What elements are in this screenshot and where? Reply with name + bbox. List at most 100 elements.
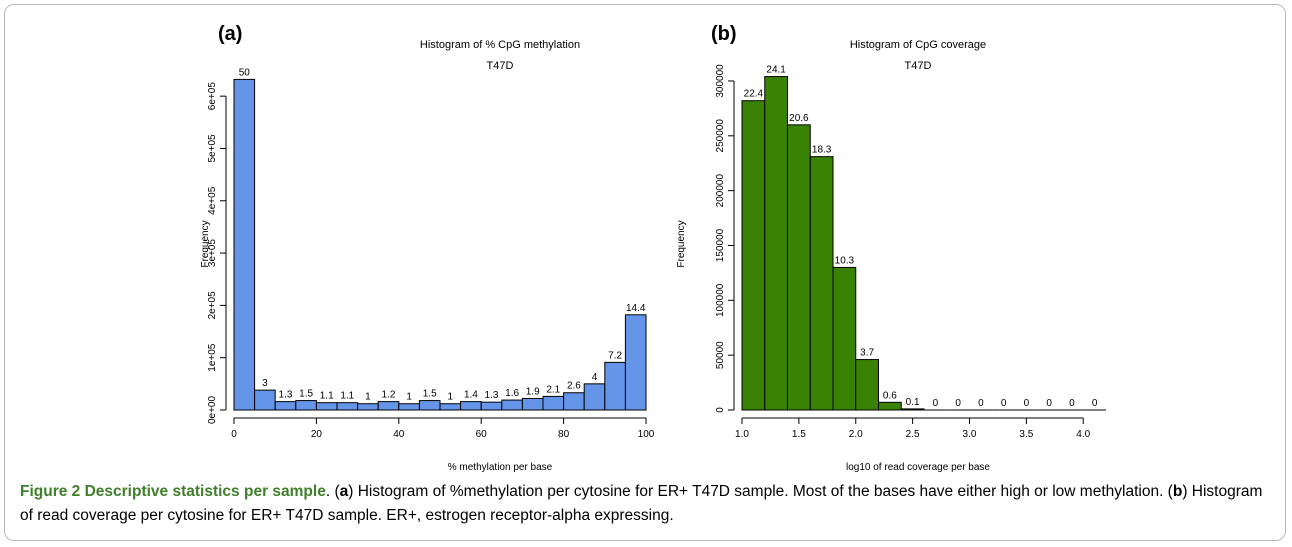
figure-frame <box>4 4 1286 541</box>
b-y-tick-label-1: 50000 <box>715 341 726 369</box>
a-x-tick-label-2: 40 <box>393 429 405 440</box>
b-bar-label-13: 0 <box>1046 398 1052 409</box>
panel-b-title: Histogram of CpG coverage <box>850 39 986 51</box>
b-bar-label-2: 20.6 <box>789 113 809 124</box>
a-y-tick-label-0: 0e+00 <box>207 396 218 425</box>
b-y-tick-label-4: 200000 <box>715 174 726 208</box>
b-y-tick-label-0: 0 <box>715 407 726 413</box>
b-bar-label-12: 0 <box>1024 398 1030 409</box>
a-bar-label-0: 50 <box>239 67 251 78</box>
a-x-tick-label-1: 20 <box>311 429 323 440</box>
a-bar-label-6: 1 <box>365 392 371 403</box>
a-bar-19 <box>624 314 647 411</box>
b-bar-label-5: 3.7 <box>860 348 874 359</box>
a-bar-4 <box>315 402 338 411</box>
a-bar-13 <box>501 399 523 411</box>
a-bar-10 <box>439 403 462 411</box>
a-bar-label-19: 14.4 <box>626 303 646 314</box>
panel-a-bar-labels: 50 3 1.3 1.5 1.1 1.1 1 1.2 1 1.5 1 1.4 1.3 1.6 1.9 2.1 2… <box>239 67 646 402</box>
b-bar-label-4: 10.3 <box>835 255 855 266</box>
b-bar-3 <box>809 156 834 411</box>
b-bar-label-9: 0 <box>955 398 961 409</box>
panel-b-bar-labels: 22.4 24.1 20.6 18.3 10.3 3.7 0.6 0.1 0 0 0 0 0 0 0 0 <box>744 65 1098 409</box>
panel-a-ylabel: Frequency <box>200 220 211 267</box>
panel-b-label: (b) <box>711 23 737 45</box>
a-bar-0 <box>233 78 256 411</box>
panel-a-xlabel: % methylation per base <box>448 462 553 473</box>
panel-a-title: Histogram of % CpG methylation <box>420 39 580 51</box>
a-bar-label-15: 2.1 <box>546 384 560 395</box>
a-bar-7 <box>377 401 400 411</box>
a-bar-label-12: 1.3 <box>485 390 499 401</box>
a-bar-label-5: 1.1 <box>340 391 354 402</box>
panel-b-bars <box>741 76 1106 411</box>
b-bar-label-7: 0.1 <box>906 397 920 408</box>
b-bar-0 <box>741 100 766 411</box>
a-bar-16 <box>563 392 585 411</box>
b-bar-7 <box>900 408 925 411</box>
panel-b-y-axis: 0 50000 100000 150000 200000 250000 300000 <box>715 64 735 413</box>
a-bar-label-11: 1.4 <box>464 390 478 401</box>
b-y-tick-label-6: 300000 <box>715 64 726 98</box>
a-bar-label-3: 1.5 <box>299 389 313 400</box>
a-bar-14 <box>521 397 544 411</box>
panel-b-xlabel: log10 of read coverage per base <box>846 462 990 473</box>
b-x-tick-label-6: 4.0 <box>1076 429 1090 440</box>
b-bar-2 <box>787 124 811 411</box>
panel-a-chart: (a) Histogram of % CpG methylation T47D … <box>200 23 655 473</box>
b-x-tick-label-2: 2.0 <box>849 429 863 440</box>
b-bar-label-6: 0.6 <box>883 390 897 401</box>
b-bar-label-10: 0 <box>978 398 984 409</box>
figure-charts: (a) Histogram of % CpG methylation T47D … <box>200 23 1106 473</box>
a-bar-9 <box>418 400 441 411</box>
panel-b-subtitle: T47D <box>905 60 932 72</box>
a-bar-6 <box>357 403 379 411</box>
a-y-tick-label-4: 4e+05 <box>207 186 218 215</box>
b-bar-label-14: 0 <box>1069 398 1075 409</box>
b-bar-1 <box>764 76 788 411</box>
panel-b-x-axis: 1.0 1.5 2.0 2.5 3.0 3.5 4.0 <box>735 417 1091 440</box>
a-y-tick-label-1: 1e+05 <box>207 343 218 372</box>
a-y-tick-label-6: 6e+05 <box>207 82 218 111</box>
b-x-tick-label-3: 2.5 <box>906 429 920 440</box>
panel-a-bars <box>233 78 647 411</box>
caption-after-title: . ( <box>325 483 340 500</box>
a-bar-label-16: 2.6 <box>567 381 581 392</box>
a-x-tick-label-4: 80 <box>558 429 570 440</box>
caption-letter-b: b <box>1172 483 1183 500</box>
panel-b-ylabel: Frequency <box>676 220 687 267</box>
a-bar-label-17: 4 <box>592 372 598 383</box>
b-y-tick-label-3: 150000 <box>715 228 726 262</box>
figure-caption: Figure 2 Descriptive statistics per samp… <box>20 480 1275 528</box>
a-y-tick-label-2: 2e+05 <box>207 291 218 320</box>
b-x-tick-label-1: 1.5 <box>792 429 806 440</box>
a-y-tick-label-5: 5e+05 <box>207 134 218 163</box>
a-bar-label-2: 1.3 <box>279 390 293 401</box>
b-bar-label-8: 0 <box>933 398 939 409</box>
caption-letter-a: a <box>339 483 349 500</box>
a-bar-label-4: 1.1 <box>320 391 334 402</box>
panel-b-chart: (b) Histogram of CpG coverage T47D Frequ… <box>676 23 1106 473</box>
b-x-tick-label-0: 1.0 <box>735 429 749 440</box>
a-bar-12 <box>480 401 503 411</box>
a-bar-label-13: 1.6 <box>505 388 519 399</box>
a-bar-label-18: 7.2 <box>608 350 622 361</box>
b-y-tick-label-5: 250000 <box>715 119 726 153</box>
a-y-tick-label-3: 3e+05 <box>207 239 218 268</box>
a-x-tick-label-5: 100 <box>638 429 655 440</box>
a-x-tick-label-3: 60 <box>476 429 488 440</box>
caption-text-b: ) Histogram of read coverage per cytosin… <box>20 483 1263 524</box>
b-bar-label-0: 22.4 <box>744 89 764 100</box>
a-bar-18 <box>604 361 626 411</box>
a-bar-11 <box>460 401 482 411</box>
a-bar-label-9: 1.5 <box>423 389 437 400</box>
a-bar-label-14: 1.9 <box>526 386 540 397</box>
b-bar-label-1: 24.1 <box>766 65 786 76</box>
a-bar-label-1: 3 <box>262 378 268 389</box>
b-bar-label-3: 18.3 <box>812 145 832 156</box>
a-bar-label-8: 1 <box>406 392 412 403</box>
a-bar-15 <box>542 395 565 411</box>
a-bar-17 <box>583 383 606 411</box>
caption-title: Figure 2 Descriptive statistics per samp… <box>20 483 326 500</box>
b-y-tick-label-2: 100000 <box>715 283 726 317</box>
